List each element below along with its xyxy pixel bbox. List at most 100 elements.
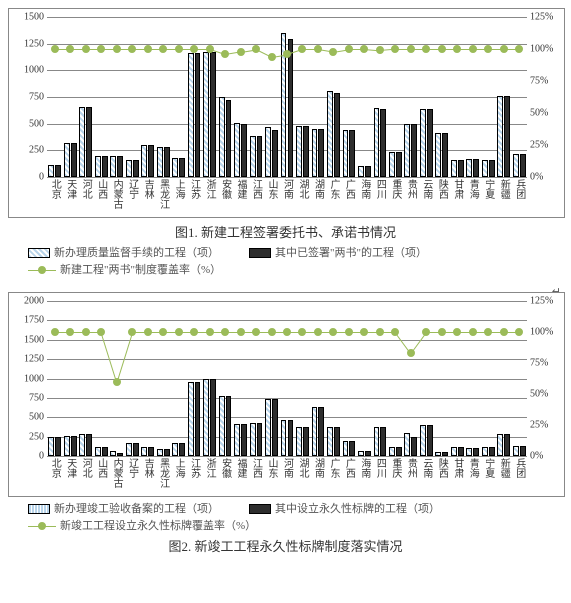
- bar-series2: [71, 436, 77, 456]
- line-marker: [407, 349, 415, 357]
- bar-series2: [241, 124, 247, 177]
- bar-series1: [234, 123, 240, 177]
- legend-label: 其中已签署"两书"的工程（项）: [275, 245, 427, 262]
- bar-series2: [334, 93, 340, 177]
- chart1-title: 图1. 新建工程签署委托书、承诺书情况: [8, 222, 563, 241]
- chart1-legend: 新办理质量监督手续的工程（项） 其中已签署"两书"的工程（项） 新建工程"两书"…: [8, 245, 563, 278]
- y-tick-left: 250: [29, 145, 47, 156]
- line-marker: [391, 45, 399, 53]
- x-tick: 黑龙江: [156, 177, 171, 209]
- line-marker: [438, 328, 446, 336]
- legend-swatch-icon: [28, 504, 50, 514]
- bar-series2: [318, 129, 324, 177]
- bar-series1: [126, 443, 132, 456]
- x-tick: 内蒙古: [109, 456, 124, 488]
- line-marker: [283, 328, 291, 336]
- line-marker: [515, 328, 523, 336]
- plot-area: 0250500750100012501500175020000%25%50%75…: [47, 301, 527, 456]
- x-tick: 江苏: [187, 456, 202, 478]
- bar-series1: [172, 158, 178, 177]
- line-marker: [206, 45, 214, 53]
- line-marker: [51, 328, 59, 336]
- bar-series2: [257, 136, 263, 177]
- bar-series2: [473, 159, 479, 177]
- line-marker: [221, 328, 229, 336]
- bar-series2: [458, 160, 464, 177]
- line-marker: [391, 328, 399, 336]
- x-tick: 吉林: [140, 456, 155, 478]
- line-marker: [329, 328, 337, 336]
- line-marker: [469, 45, 477, 53]
- bar-series2: [303, 126, 309, 177]
- bar-series2: [520, 154, 526, 177]
- line-marker: [360, 328, 368, 336]
- bar-series1: [79, 107, 85, 177]
- x-tick: 四川: [372, 456, 387, 478]
- x-tick: 海南: [357, 456, 372, 478]
- bar-series2: [133, 443, 139, 456]
- x-tick: 兵团: [512, 456, 527, 478]
- bar-series2: [427, 425, 433, 456]
- x-tick: 天津: [63, 456, 78, 478]
- bar-series2: [303, 427, 309, 456]
- line-marker: [159, 45, 167, 53]
- bar-series2: [55, 165, 61, 177]
- line-marker: [97, 328, 105, 336]
- x-tick: 天津: [63, 177, 78, 199]
- y-tick-left: 0: [39, 172, 47, 183]
- bar-series1: [250, 423, 256, 456]
- bar-series2: [117, 453, 123, 456]
- bar-series2: [411, 437, 417, 456]
- x-tick: 河南: [280, 177, 295, 199]
- line-marker: [438, 45, 446, 53]
- bar-series1: [95, 447, 101, 456]
- bar-series1: [64, 436, 70, 456]
- y-tick-right: 25%: [527, 420, 548, 431]
- y-tick-left: 1500: [24, 12, 47, 23]
- x-tick: 江苏: [187, 177, 202, 199]
- line-marker: [237, 48, 245, 56]
- bar-series1: [435, 133, 441, 177]
- line-marker: [298, 45, 306, 53]
- bar-series1: [451, 160, 457, 177]
- legend-line-icon: [28, 265, 56, 275]
- bar-series1: [203, 52, 209, 177]
- bar-series2: [164, 147, 170, 177]
- legend-label: 新建工程"两书"制度覆盖率（%）: [60, 262, 221, 279]
- bar-series1: [95, 156, 101, 177]
- bar-series2: [489, 447, 495, 456]
- bar-series1: [374, 427, 380, 456]
- bar-series2: [272, 130, 278, 177]
- bar-series2: [349, 441, 355, 457]
- line-marker: [221, 50, 229, 58]
- line-marker: [314, 45, 322, 53]
- line-marker: [144, 45, 152, 53]
- bar-series1: [389, 447, 395, 456]
- x-tick: 宁夏: [481, 456, 496, 478]
- x-tick: 陕西: [434, 456, 449, 478]
- x-tick: 内蒙古: [109, 177, 124, 209]
- x-tick: 海南: [357, 177, 372, 199]
- x-tick: 江西: [249, 456, 264, 478]
- bar-series2: [226, 396, 232, 456]
- line-marker: [345, 45, 353, 53]
- bar-series1: [497, 96, 503, 177]
- y-tick-left: 750: [29, 92, 47, 103]
- y-tick-right: 0%: [527, 451, 543, 462]
- bar-series2: [257, 423, 263, 456]
- bar-series2: [179, 443, 185, 456]
- x-tick: 甘肃: [450, 177, 465, 199]
- bar-series2: [458, 447, 464, 456]
- bar-series1: [374, 108, 380, 177]
- line-marker: [376, 46, 384, 54]
- x-tick: 北京: [47, 177, 62, 199]
- legend-item-series2: 其中已签署"两书"的工程（项）: [249, 245, 427, 262]
- line-marker: [422, 45, 430, 53]
- bar-series2: [71, 143, 77, 177]
- bar-series2: [442, 452, 448, 456]
- chart1-container: 02505007501000125015000%25%50%75%100%125…: [8, 8, 565, 218]
- line-marker: [469, 328, 477, 336]
- line-marker: [345, 328, 353, 336]
- bar-series2: [489, 160, 495, 177]
- bar-series2: [164, 449, 170, 456]
